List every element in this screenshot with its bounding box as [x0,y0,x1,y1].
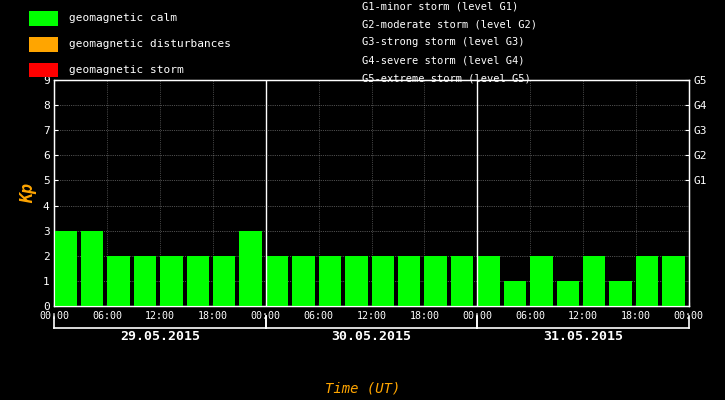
Bar [186,256,209,306]
Bar [371,256,394,306]
Text: 31.05.2015: 31.05.2015 [543,330,623,343]
Text: 30.05.2015: 30.05.2015 [331,330,412,343]
Bar [345,256,368,306]
Bar [266,256,289,306]
Bar [663,256,685,306]
Bar [29,11,58,26]
Bar [160,256,183,306]
Bar [424,256,447,306]
Bar [319,256,341,306]
Bar [610,281,632,306]
Bar [583,256,605,306]
Text: G1-minor storm (level G1): G1-minor storm (level G1) [362,2,519,12]
Bar [29,62,58,77]
Bar [636,256,658,306]
Text: geomagnetic disturbances: geomagnetic disturbances [69,39,231,49]
Y-axis label: Kp: Kp [19,183,37,203]
Bar [239,231,262,306]
Bar [54,231,77,306]
Bar [477,256,500,306]
Bar [451,256,473,306]
Bar [530,256,552,306]
Bar [133,256,156,306]
Text: Time (UT): Time (UT) [325,382,400,396]
Text: G5-extreme storm (level G5): G5-extreme storm (level G5) [362,73,531,83]
Bar [107,256,130,306]
Bar [398,256,420,306]
Text: G3-strong storm (level G3): G3-strong storm (level G3) [362,37,525,47]
Bar [213,256,236,306]
Bar [29,37,58,52]
Text: G2-moderate storm (level G2): G2-moderate storm (level G2) [362,19,537,29]
Bar [80,231,103,306]
Bar [557,281,579,306]
Text: geomagnetic calm: geomagnetic calm [69,13,177,23]
Bar [504,281,526,306]
Text: G4-severe storm (level G4): G4-severe storm (level G4) [362,55,525,65]
Bar [292,256,315,306]
Text: 29.05.2015: 29.05.2015 [120,330,200,343]
Text: geomagnetic storm: geomagnetic storm [69,65,183,75]
